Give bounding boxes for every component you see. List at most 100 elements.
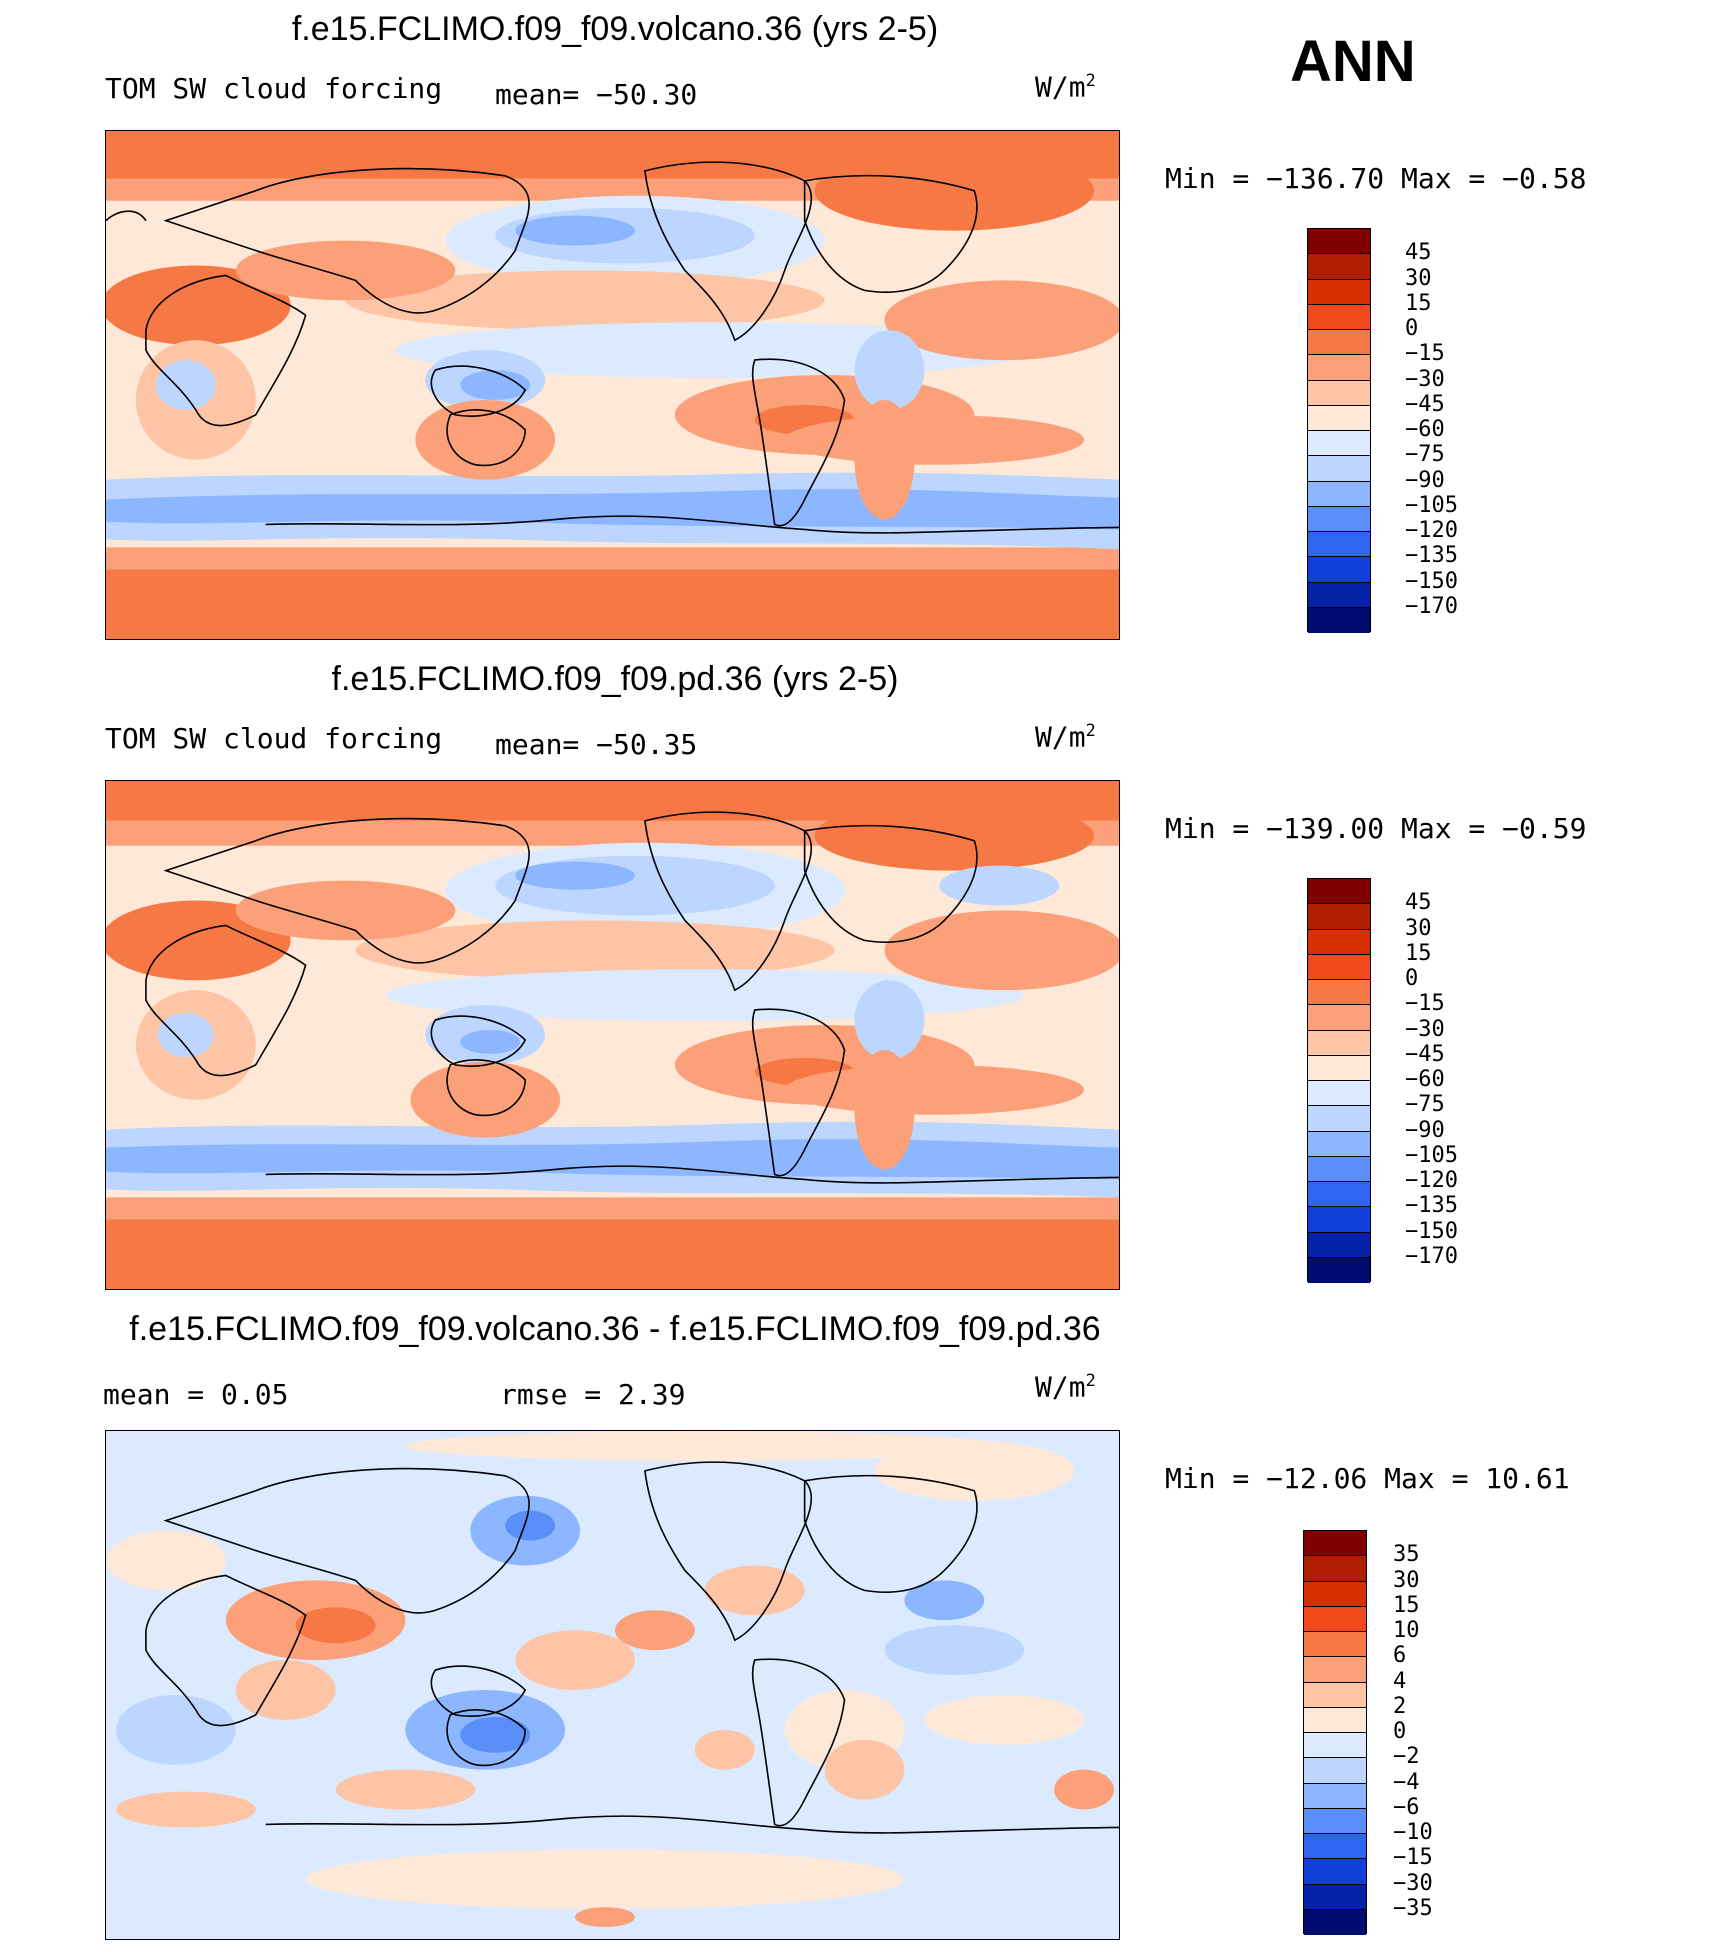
colorbar-swatch [1308, 229, 1370, 255]
colorbar-swatch [1304, 1606, 1366, 1632]
colorbar-swatch [1308, 506, 1370, 532]
colorbar-tick-label: −2 [1393, 1744, 1420, 1770]
colorbar-tick-label: −45 [1405, 391, 1445, 417]
colorbar-tick-label: 4 [1393, 1668, 1407, 1694]
colorbar-swatch [1308, 904, 1370, 930]
colorbar-swatch [1308, 1005, 1370, 1031]
colorbar-swatch [1308, 607, 1370, 633]
colorbar-tick-label: 0 [1405, 966, 1419, 991]
panel2-variable: TOM SW cloud forcing [105, 722, 443, 755]
colorbar-swatch [1308, 254, 1370, 280]
colorbar-swatch [1308, 456, 1370, 482]
panel3-mean: mean = 0.05 [103, 1378, 289, 1411]
colorbar-swatch [1308, 582, 1370, 608]
colorbar-swatch [1304, 1581, 1366, 1607]
colorbar-swatch [1308, 1030, 1370, 1056]
panel2-colorbar [1307, 878, 1371, 1283]
colorbar-swatch [1308, 279, 1370, 305]
colorbar-swatch [1308, 355, 1370, 381]
colorbar-swatch [1308, 954, 1370, 980]
panel3-min-max: Min = −12.06 Max = 10.61 [1165, 1462, 1570, 1495]
colorbar-tick-label: 2 [1393, 1693, 1407, 1719]
colorbar-tick-label: 15 [1405, 940, 1432, 966]
colorbar-tick-label: −150 [1405, 568, 1458, 594]
colorbar-tick-label: −60 [1405, 417, 1445, 442]
panel1-colorbar [1307, 228, 1371, 633]
colorbar-swatch [1308, 1182, 1370, 1208]
colorbar-swatch [1308, 557, 1370, 583]
colorbar-swatch [1304, 1808, 1366, 1834]
colorbar-swatch [1308, 380, 1370, 406]
colorbar-swatch [1308, 1131, 1370, 1157]
panel3-map [105, 1430, 1120, 1940]
colorbar-tick-label: −120 [1405, 1168, 1458, 1193]
colorbar-tick-label: −6 [1393, 1794, 1420, 1820]
colorbar-swatch [1304, 1909, 1366, 1935]
colorbar-swatch [1308, 879, 1370, 905]
panel1-mean: mean= −50.30 [495, 78, 698, 111]
panel1-map-field [106, 131, 1119, 639]
colorbar-tick-label: −120 [1405, 518, 1458, 543]
colorbar-tick-label: −15 [1405, 341, 1445, 367]
colorbar-swatch [1308, 330, 1370, 356]
colorbar-swatch [1304, 1834, 1366, 1860]
colorbar-swatch [1308, 929, 1370, 955]
colorbar-tick-label: 45 [1405, 890, 1432, 916]
colorbar-swatch [1308, 1106, 1370, 1132]
panel3-units: W/m2 [1035, 1370, 1096, 1404]
colorbar-tick-label: 15 [1393, 1592, 1420, 1618]
colorbar-tick-label: 15 [1405, 290, 1432, 316]
colorbar-swatch [1304, 1657, 1366, 1683]
panel2-units: W/m2 [1035, 720, 1096, 754]
panel1-map [105, 130, 1120, 640]
panel3-colorbar [1303, 1530, 1367, 1935]
colorbar-tick-label: −30 [1405, 366, 1445, 392]
panel2-map [105, 780, 1120, 1290]
colorbar-tick-label: −135 [1405, 543, 1458, 569]
colorbar-swatch [1304, 1733, 1366, 1759]
colorbar-swatch [1304, 1531, 1366, 1557]
colorbar-swatch [1308, 431, 1370, 457]
colorbar-swatch [1308, 1156, 1370, 1182]
panel3-rmse: rmse = 2.39 [500, 1378, 686, 1411]
colorbar-swatch [1308, 304, 1370, 330]
colorbar-tick-label: 30 [1405, 265, 1432, 291]
colorbar-tick-label: −90 [1405, 1117, 1445, 1143]
colorbar-swatch [1304, 1632, 1366, 1658]
colorbar-tick-label: 0 [1405, 316, 1419, 341]
panel3-title: f.e15.FCLIMO.f09_f09.volcano.36 - f.e15.… [129, 1310, 1101, 1348]
colorbar-swatch [1308, 980, 1370, 1006]
panel2-mean: mean= −50.35 [495, 728, 698, 761]
colorbar-tick-label: −135 [1405, 1193, 1458, 1219]
colorbar-tick-label: −75 [1405, 442, 1445, 468]
colorbar-tick-label: −15 [1405, 991, 1445, 1017]
colorbar-swatch [1308, 1207, 1370, 1233]
panel2-min-max: Min = −139.00 Max = −0.59 [1165, 812, 1587, 845]
colorbar-swatch [1308, 1232, 1370, 1258]
panel1-units: W/m2 [1035, 70, 1096, 104]
colorbar-tick-label: −30 [1405, 1016, 1445, 1042]
colorbar-tick-label: 6 [1393, 1643, 1407, 1669]
colorbar-tick-label: −60 [1405, 1067, 1445, 1092]
colorbar-swatch [1308, 1081, 1370, 1107]
colorbar-tick-label: −90 [1405, 467, 1445, 493]
colorbar-tick-label: 30 [1393, 1567, 1420, 1593]
colorbar-tick-label: 0 [1393, 1719, 1407, 1744]
colorbar-tick-label: −30 [1393, 1870, 1433, 1896]
colorbar-swatch [1304, 1758, 1366, 1784]
colorbar-swatch [1304, 1859, 1366, 1885]
colorbar-swatch [1308, 1257, 1370, 1283]
panel1-min-max: Min = −136.70 Max = −0.58 [1165, 162, 1587, 195]
colorbar-swatch [1304, 1707, 1366, 1733]
colorbar-swatch [1304, 1884, 1366, 1910]
colorbar-tick-label: −105 [1405, 492, 1458, 518]
colorbar-tick-label: 30 [1405, 915, 1432, 941]
colorbar-tick-label: −4 [1393, 1769, 1420, 1795]
colorbar-swatch [1308, 1055, 1370, 1081]
colorbar-tick-label: 35 [1393, 1542, 1420, 1568]
colorbar-swatch [1308, 405, 1370, 431]
colorbar-tick-label: 10 [1393, 1618, 1420, 1643]
colorbar-tick-label: −45 [1405, 1041, 1445, 1067]
colorbar-tick-label: −35 [1393, 1895, 1433, 1921]
colorbar-swatch [1304, 1783, 1366, 1809]
